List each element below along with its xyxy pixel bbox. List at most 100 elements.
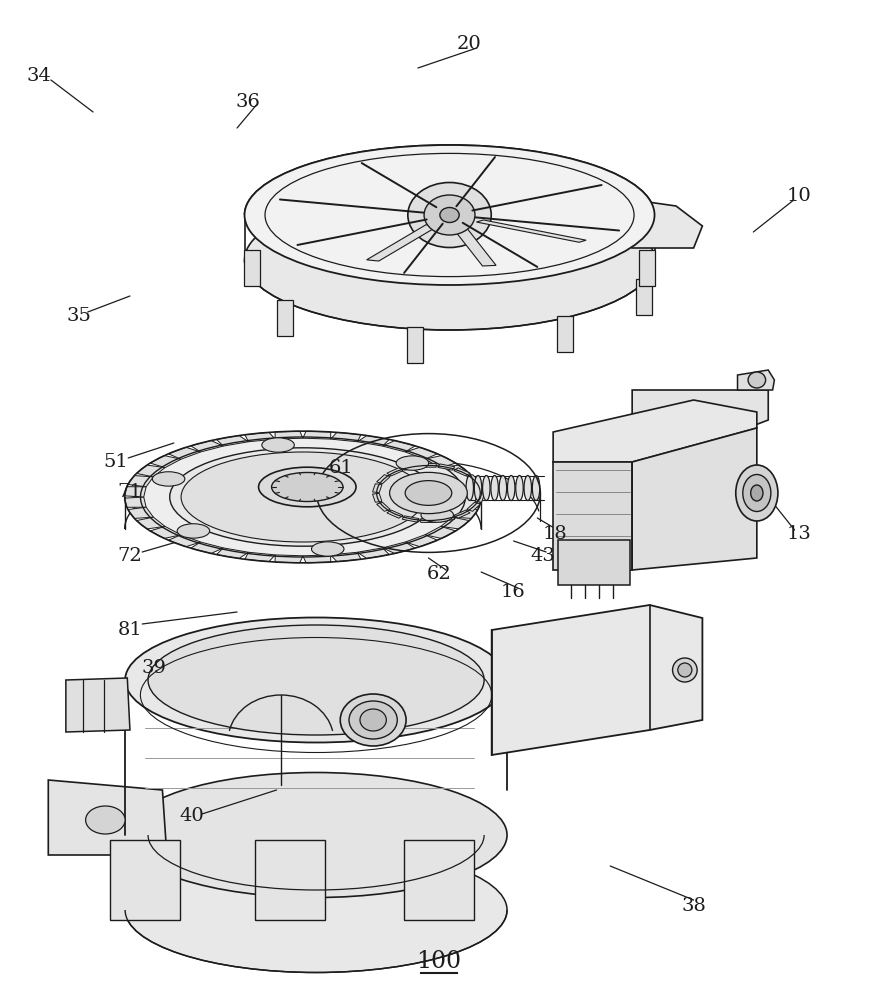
- Ellipse shape: [499, 476, 506, 500]
- Polygon shape: [245, 432, 275, 442]
- Polygon shape: [125, 487, 146, 497]
- Text: 40: 40: [179, 807, 203, 825]
- Ellipse shape: [750, 485, 762, 501]
- Polygon shape: [376, 502, 389, 511]
- Polygon shape: [254, 840, 324, 920]
- Text: 34: 34: [26, 67, 51, 85]
- Ellipse shape: [677, 663, 691, 677]
- Text: 71: 71: [118, 483, 142, 501]
- Polygon shape: [382, 542, 415, 553]
- Polygon shape: [453, 510, 469, 518]
- Polygon shape: [372, 493, 381, 502]
- Polygon shape: [303, 431, 331, 439]
- Polygon shape: [452, 476, 477, 487]
- Polygon shape: [405, 447, 437, 459]
- Polygon shape: [553, 462, 631, 570]
- Ellipse shape: [244, 190, 653, 330]
- Text: 81: 81: [118, 621, 142, 639]
- Ellipse shape: [258, 467, 355, 507]
- Text: 20: 20: [456, 35, 481, 53]
- Text: 43: 43: [530, 547, 554, 565]
- Polygon shape: [452, 507, 477, 518]
- Polygon shape: [557, 540, 630, 585]
- Ellipse shape: [244, 145, 653, 285]
- Polygon shape: [303, 555, 331, 563]
- Polygon shape: [605, 196, 702, 248]
- Ellipse shape: [672, 658, 696, 682]
- Polygon shape: [357, 548, 389, 558]
- Ellipse shape: [148, 625, 483, 735]
- Polygon shape: [459, 196, 474, 232]
- Ellipse shape: [404, 481, 452, 505]
- Text: 61: 61: [328, 459, 353, 477]
- Ellipse shape: [466, 476, 473, 500]
- Ellipse shape: [439, 208, 459, 223]
- Polygon shape: [376, 475, 389, 484]
- Polygon shape: [387, 468, 403, 476]
- Ellipse shape: [348, 701, 396, 739]
- Polygon shape: [583, 215, 599, 251]
- Polygon shape: [635, 279, 651, 315]
- Polygon shape: [452, 226, 496, 266]
- Polygon shape: [631, 390, 767, 425]
- Polygon shape: [66, 678, 130, 732]
- Polygon shape: [460, 487, 481, 497]
- Polygon shape: [638, 250, 654, 286]
- Polygon shape: [491, 605, 702, 755]
- Polygon shape: [556, 316, 572, 352]
- Ellipse shape: [140, 437, 465, 557]
- Ellipse shape: [125, 773, 507, 898]
- Text: 100: 100: [416, 950, 461, 974]
- Ellipse shape: [261, 438, 294, 452]
- Polygon shape: [190, 542, 223, 553]
- Polygon shape: [467, 475, 480, 484]
- Ellipse shape: [396, 456, 428, 470]
- Polygon shape: [382, 441, 415, 452]
- Polygon shape: [631, 428, 756, 570]
- Polygon shape: [150, 526, 181, 538]
- Polygon shape: [420, 519, 436, 522]
- Polygon shape: [128, 507, 153, 518]
- Ellipse shape: [339, 694, 405, 746]
- Ellipse shape: [531, 476, 539, 500]
- Polygon shape: [168, 447, 200, 459]
- Ellipse shape: [125, 848, 507, 972]
- Text: 39: 39: [141, 659, 166, 677]
- Ellipse shape: [360, 709, 386, 731]
- Polygon shape: [168, 535, 200, 547]
- Text: 62: 62: [426, 565, 451, 583]
- Polygon shape: [190, 441, 223, 452]
- Polygon shape: [357, 436, 389, 446]
- Polygon shape: [402, 516, 418, 522]
- Polygon shape: [125, 497, 146, 507]
- Ellipse shape: [742, 475, 770, 512]
- Ellipse shape: [420, 508, 453, 522]
- Polygon shape: [440, 465, 469, 477]
- Polygon shape: [136, 465, 165, 477]
- Text: 35: 35: [67, 307, 91, 325]
- Polygon shape: [476, 220, 586, 242]
- Polygon shape: [217, 436, 248, 446]
- Polygon shape: [244, 250, 260, 286]
- Ellipse shape: [424, 195, 474, 235]
- Ellipse shape: [747, 372, 765, 388]
- Polygon shape: [474, 484, 484, 493]
- Text: 72: 72: [118, 547, 142, 565]
- Polygon shape: [553, 400, 756, 462]
- Polygon shape: [277, 300, 293, 336]
- Text: 38: 38: [681, 897, 705, 915]
- Polygon shape: [474, 493, 484, 502]
- Ellipse shape: [311, 542, 344, 556]
- Polygon shape: [312, 211, 328, 247]
- Polygon shape: [467, 502, 480, 511]
- Ellipse shape: [181, 452, 424, 542]
- Polygon shape: [737, 370, 774, 390]
- Text: 16: 16: [500, 583, 524, 601]
- Polygon shape: [275, 431, 303, 439]
- Polygon shape: [110, 840, 180, 920]
- Ellipse shape: [482, 476, 489, 500]
- Ellipse shape: [490, 476, 498, 500]
- Ellipse shape: [524, 476, 531, 500]
- Polygon shape: [217, 548, 248, 558]
- Ellipse shape: [735, 465, 777, 521]
